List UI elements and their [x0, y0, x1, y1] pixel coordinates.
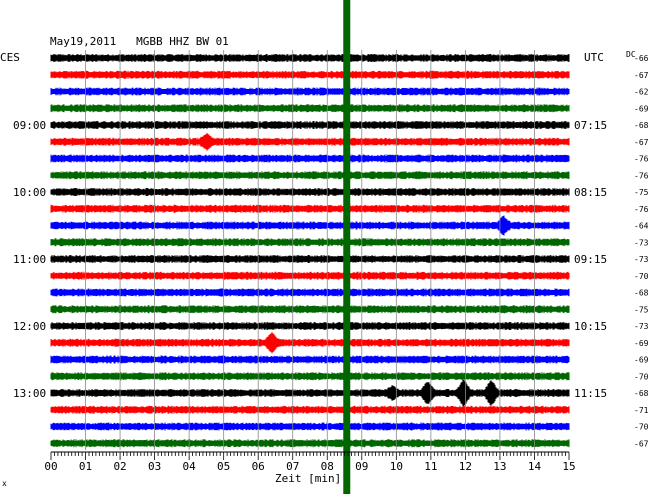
trace-17	[50, 332, 570, 354]
trace-8	[50, 188, 570, 196]
dc-offset-label: -76	[634, 171, 649, 180]
x-tick-label: 10	[390, 460, 403, 473]
dc-offset-label: -67	[634, 138, 649, 147]
local-time-label: 09:00	[13, 119, 46, 132]
x-tick-label: 15	[562, 460, 575, 473]
trace-19	[50, 372, 570, 381]
footer-mark: x	[2, 479, 7, 488]
dc-offset-label: -66	[634, 54, 649, 63]
utc-time-label: 10:15	[574, 320, 607, 333]
minute-grid	[85, 50, 535, 450]
trace-group	[50, 54, 570, 448]
x-axis-label: Zeit [min]	[275, 472, 341, 485]
local-time-label: 12:00	[13, 320, 46, 333]
x-tick-label: 03	[148, 460, 161, 473]
dc-offset-label: -68	[634, 389, 649, 398]
local-time-label: 13:00	[13, 387, 46, 400]
trace-3	[50, 104, 570, 113]
dc-offset-label: -69	[634, 356, 649, 365]
trace-4	[50, 121, 570, 129]
dc-offset-label: -73	[634, 238, 649, 247]
dc-offset-label: -70	[634, 272, 649, 281]
trace-1	[50, 70, 570, 79]
trace-16	[50, 322, 570, 330]
x-tick-label: 13	[493, 460, 506, 473]
dc-offset-label: -67	[634, 71, 649, 80]
local-time-header: CES	[0, 51, 20, 64]
dc-offset-label: -73	[634, 255, 649, 264]
utc-time-label: 07:15	[574, 119, 607, 132]
trace-0	[50, 54, 570, 62]
dc-offset-label: -71	[634, 406, 649, 415]
dc-offset-label: -73	[634, 322, 649, 331]
x-tick-label: 00	[44, 460, 57, 473]
trace-15	[50, 305, 570, 314]
trace-13	[50, 271, 570, 280]
trace-20	[50, 379, 570, 407]
x-tick-label: 07	[286, 460, 299, 473]
dc-offset-label: -62	[634, 88, 649, 97]
utc-time-label: 08:15	[574, 186, 607, 199]
trace-2	[50, 87, 570, 96]
row-labels: -66 -67 -62 -69 -68 -67 -76 -76 -75 -76 -64 -73 -73 -…	[13, 54, 649, 448]
utc-time-label: 11:15	[574, 387, 607, 400]
x-tick-label: 11	[424, 460, 437, 473]
local-time-label: 10:00	[13, 186, 46, 199]
x-tick-label: 05	[217, 460, 230, 473]
dc-offset-label: -69	[634, 339, 649, 348]
dc-offset-label: -69	[634, 104, 649, 113]
dc-offset-label: -64	[634, 222, 649, 231]
dc-header: DC	[626, 50, 636, 59]
dc-offset-label: -76	[634, 205, 649, 214]
dc-offset-label: -67	[634, 439, 649, 448]
dc-offset-label: -70	[634, 423, 649, 432]
x-tick-label: 06	[252, 460, 265, 473]
x-tick-label: 12	[459, 460, 472, 473]
trace-22	[50, 422, 570, 431]
x-tick-label: 01	[79, 460, 92, 473]
dc-offset-label: -70	[634, 372, 649, 381]
dc-offset-label: -75	[634, 188, 649, 197]
trace-23	[50, 439, 570, 448]
x-tick-label: 14	[528, 460, 542, 473]
trace-21	[50, 405, 570, 414]
trace-7	[50, 171, 570, 180]
x-tick-label: 04	[183, 460, 197, 473]
trace-9	[50, 204, 570, 213]
dc-offset-label: -76	[634, 155, 649, 164]
x-tick-label: 09	[355, 460, 368, 473]
dc-offset-label: -75	[634, 305, 649, 314]
trace-6	[50, 154, 570, 163]
trace-18	[50, 355, 570, 364]
dc-offset-label: -68	[634, 289, 649, 298]
utc-time-label: 09:15	[574, 253, 607, 266]
time-marker-bar	[343, 0, 351, 494]
dc-offset-label: -68	[634, 121, 649, 130]
trace-14	[50, 288, 570, 297]
utc-header: UTC	[584, 51, 604, 64]
chart-title: May19,2011 MGBB HHZ BW 01	[50, 35, 229, 48]
local-time-label: 11:00	[13, 253, 46, 266]
trace-5	[50, 132, 570, 151]
trace-11	[50, 238, 570, 247]
trace-10	[50, 215, 570, 236]
x-tick-label: 08	[321, 460, 334, 473]
time-axis: 00 01 02 03 04 05 06 07 08 09 10 11 12 13 14 15	[44, 451, 576, 473]
x-tick-label: 02	[113, 460, 126, 473]
trace-12	[50, 255, 570, 263]
